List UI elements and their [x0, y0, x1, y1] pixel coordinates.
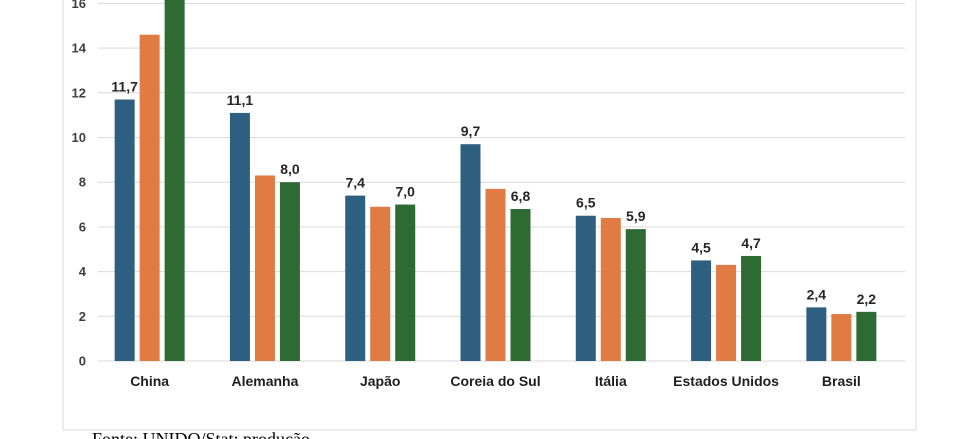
bar	[345, 195, 366, 361]
bar	[164, 0, 185, 362]
category-label: Alemanha	[231, 373, 298, 389]
source-note: Fonte: UNIDO/Stat; produção	[92, 429, 310, 439]
bar	[716, 264, 737, 361]
bar	[806, 307, 827, 361]
data-label: 2,2	[857, 291, 877, 307]
bar	[600, 217, 621, 361]
category-label: China	[130, 373, 169, 389]
y-tick-label: 12	[72, 85, 86, 100]
bar	[856, 311, 877, 361]
category-label: Itália	[595, 373, 627, 389]
y-tick-label: 4	[79, 264, 87, 279]
bar	[510, 209, 531, 361]
bar	[575, 215, 596, 361]
data-label: 9,7	[461, 123, 481, 139]
bar	[741, 255, 762, 361]
category-label: Brasil	[822, 373, 861, 389]
y-tick-label: 2	[79, 309, 86, 324]
data-label: 5,9	[626, 208, 646, 224]
plot-frame	[62, 0, 917, 431]
bars	[114, 0, 877, 362]
y-tick-label: 10	[72, 130, 86, 145]
y-tick-label: 6	[79, 219, 86, 234]
bar	[139, 34, 160, 361]
bar	[831, 314, 852, 361]
data-label: 2,4	[807, 286, 827, 302]
bar	[370, 206, 391, 361]
category-labels: China Alemanha Japão Coreia do Sul Itália Est…	[130, 373, 861, 389]
bar	[279, 182, 300, 361]
y-tick-label: 16	[72, 0, 86, 11]
data-label: 6,8	[511, 188, 531, 204]
y-axis-ticks: 0 2 4 6 8 10 12 14 16	[72, 0, 87, 369]
y-tick-label: 8	[79, 175, 86, 190]
data-label: 11,1	[227, 92, 254, 108]
category-label: Coreia do Sul	[450, 373, 540, 389]
bar	[114, 99, 135, 361]
category-label: Japão	[360, 373, 400, 389]
data-label: 4,7	[741, 235, 761, 251]
bar	[485, 188, 506, 361]
y-tick-label: 14	[72, 41, 87, 56]
data-label: 6,5	[576, 195, 596, 211]
data-label: 11,7	[111, 79, 138, 95]
bar	[625, 229, 646, 361]
y-tick-label: 0	[79, 354, 86, 369]
data-label: 7,4	[345, 175, 365, 191]
data-label: 7,0	[395, 184, 415, 200]
bar	[254, 175, 275, 361]
bar	[395, 204, 416, 361]
bar	[691, 260, 712, 361]
data-label: 8,0	[280, 161, 300, 177]
data-labels: 11,7 11,1 8,0 7,4 7,0 9,7 6,8 6,5 5,9 4,5 4,7 2,4 2,…	[111, 79, 876, 307]
bar	[229, 112, 250, 361]
bar	[460, 144, 481, 361]
category-label: Estados Unidos	[673, 373, 779, 389]
data-label: 4,5	[691, 239, 711, 255]
